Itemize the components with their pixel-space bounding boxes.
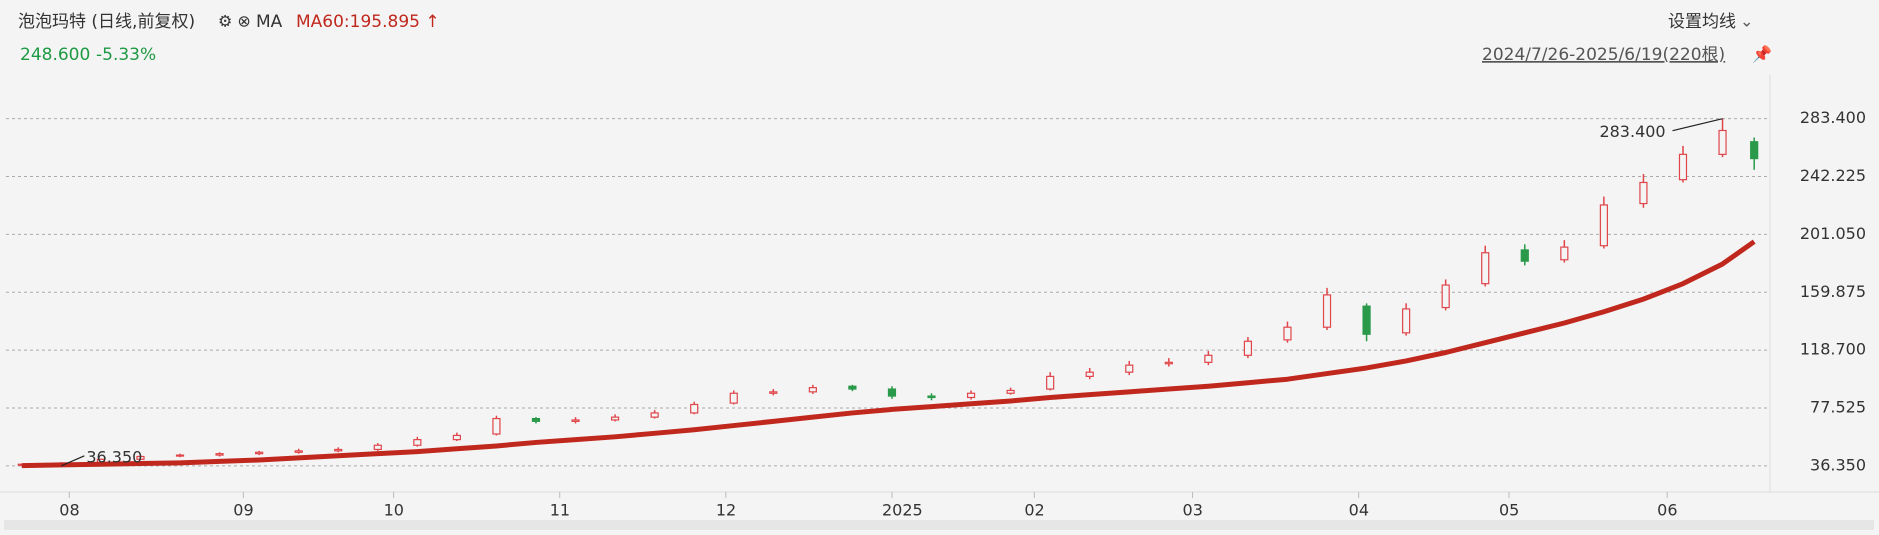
candle-body xyxy=(848,385,857,390)
x-tick-label: 03 xyxy=(1183,501,1203,520)
candle-body xyxy=(215,453,224,456)
ma-line xyxy=(21,239,1756,469)
candle-body xyxy=(927,395,936,399)
candle-body xyxy=(1639,181,1648,205)
candle-body xyxy=(966,392,976,399)
y-tick-label: 77.525 xyxy=(1810,397,1866,416)
candle-body xyxy=(1006,389,1015,394)
x-tick-label: 02 xyxy=(1024,501,1044,520)
annotation-arrow xyxy=(61,455,85,467)
candle-body xyxy=(255,451,264,455)
candle-body xyxy=(1560,246,1569,261)
annotation-label: 36.350 xyxy=(86,447,142,466)
indicator[interactable]: MA xyxy=(256,12,283,32)
candle-body xyxy=(1164,361,1173,365)
candle-body xyxy=(1718,129,1727,155)
candle-body xyxy=(1322,294,1332,328)
candle-body xyxy=(1046,375,1055,390)
candle-body xyxy=(729,392,738,404)
candle-body xyxy=(175,454,185,457)
y-tick-label: 159.875 xyxy=(1800,282,1866,301)
x-tick-label: 06 xyxy=(1657,501,1677,520)
annotation-label: 283.400 xyxy=(1599,122,1665,141)
candle-body xyxy=(887,388,897,397)
x-tick-label: 09 xyxy=(233,501,253,520)
change: -5.33% xyxy=(96,45,156,65)
y-tick-label: 36.350 xyxy=(1810,455,1866,474)
y-tick-label: 118.700 xyxy=(1800,340,1866,359)
candle-body xyxy=(1520,249,1529,262)
y-tick-label: 242.225 xyxy=(1800,166,1866,185)
candle-body xyxy=(1085,371,1094,377)
pin-icon[interactable]: 📌 xyxy=(1752,45,1772,64)
settings[interactable]: 设置均线 xyxy=(1668,12,1736,32)
candle-body xyxy=(1750,141,1759,160)
candle-body xyxy=(1283,326,1292,341)
candle-body xyxy=(808,387,817,393)
candle-body xyxy=(1204,354,1213,363)
candle-body xyxy=(1678,153,1688,181)
candle-body xyxy=(452,434,461,441)
y-tick-label: 283.400 xyxy=(1800,108,1866,127)
last-price: 248.600 xyxy=(20,45,90,65)
x-tick-label: 10 xyxy=(384,501,404,520)
gear-icon[interactable]: ⚙ ⊗ xyxy=(218,12,251,31)
x-tick-label: 08 xyxy=(59,501,79,520)
candle-body xyxy=(334,448,343,452)
candle-body xyxy=(373,444,382,451)
candle-body xyxy=(650,412,659,418)
candle-body xyxy=(1481,252,1490,285)
candle-body xyxy=(1362,305,1371,335)
candle-body xyxy=(690,403,699,414)
x-tick-label: 11 xyxy=(550,501,570,520)
x-tick-label: 2025 xyxy=(882,501,923,520)
dropdown-arrow[interactable]: ⌄ xyxy=(1740,12,1753,31)
candle-body xyxy=(571,419,580,422)
candle-body xyxy=(531,417,541,422)
annotation-arrow xyxy=(1672,118,1723,132)
chart-title: 泡泡玛特 (日线,前复权) xyxy=(18,12,195,32)
candle-body xyxy=(610,416,620,421)
candle-body xyxy=(1441,284,1450,309)
candle-body xyxy=(294,450,303,453)
candle-body xyxy=(136,455,145,460)
candle-body xyxy=(1243,340,1253,356)
candle-body xyxy=(769,391,778,394)
x-tick-label: 05 xyxy=(1499,501,1519,520)
candle-body xyxy=(1125,364,1134,373)
candle-body xyxy=(1402,308,1411,334)
x-tick-label: 12 xyxy=(716,501,736,520)
x-tick-label: 04 xyxy=(1349,501,1369,520)
scrollbar[interactable] xyxy=(4,520,1874,530)
candle-body xyxy=(413,439,422,446)
candle-body xyxy=(492,417,501,435)
y-tick-label: 201.050 xyxy=(1800,224,1866,243)
ma-label: MA60:195.895 ↑ xyxy=(296,12,440,32)
candle-body xyxy=(1599,204,1608,247)
range-label[interactable]: 2024/7/26-2025/6/19(220根) xyxy=(1482,45,1725,65)
